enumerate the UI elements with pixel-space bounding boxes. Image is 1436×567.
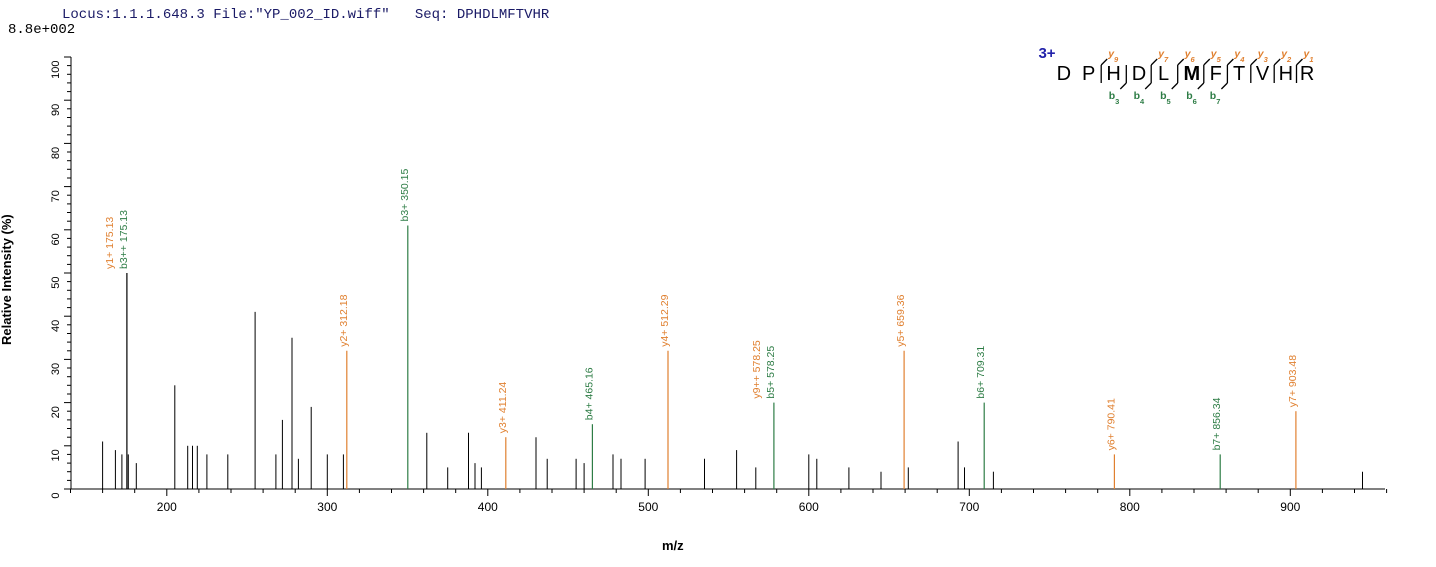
svg-text:L: L: [1158, 63, 1169, 85]
svg-text:y5: y5: [1210, 48, 1222, 64]
svg-text:b6: b6: [1186, 90, 1197, 106]
svg-text:0: 0: [50, 493, 62, 499]
svg-text:y9: y9: [1107, 48, 1119, 64]
svg-text:D: D: [1132, 63, 1146, 85]
svg-text:b5+ 578.25: b5+ 578.25: [765, 346, 777, 399]
svg-text:V: V: [1256, 63, 1270, 85]
svg-text:800: 800: [1120, 500, 1140, 514]
svg-text:y4+ 512.29: y4+ 512.29: [659, 294, 671, 346]
svg-text:10: 10: [50, 449, 62, 461]
svg-text:y1: y1: [1303, 48, 1314, 64]
svg-text:b3: b3: [1109, 90, 1120, 106]
svg-text:y7+ 903.48: y7+ 903.48: [1287, 355, 1299, 407]
svg-text:y3+ 411.24: y3+ 411.24: [497, 382, 509, 434]
svg-text:b4: b4: [1134, 90, 1145, 106]
svg-text:F: F: [1210, 63, 1222, 85]
svg-text:600: 600: [799, 500, 819, 514]
svg-text:y2+ 312.18: y2+ 312.18: [338, 294, 350, 346]
svg-text:b4+ 465.16: b4+ 465.16: [583, 367, 595, 420]
svg-text:b5: b5: [1160, 90, 1171, 106]
svg-text:y7: y7: [1157, 48, 1169, 64]
svg-text:70: 70: [50, 190, 62, 202]
svg-text:80: 80: [50, 147, 62, 159]
svg-text:b3++ 175.13: b3++ 175.13: [118, 210, 130, 269]
svg-text:30: 30: [50, 363, 62, 375]
svg-text:400: 400: [478, 500, 498, 514]
svg-text:y3: y3: [1257, 48, 1269, 64]
svg-text:R: R: [1300, 63, 1314, 85]
svg-text:60: 60: [50, 233, 62, 245]
svg-text:y6+ 790.41: y6+ 790.41: [1105, 398, 1117, 450]
svg-text:y1+ 175.13: y1+ 175.13: [104, 217, 116, 269]
svg-text:50: 50: [50, 277, 62, 289]
svg-text:900: 900: [1280, 500, 1300, 514]
svg-text:y9++ 578.25: y9++ 578.25: [751, 340, 763, 399]
svg-text:H: H: [1106, 63, 1120, 85]
svg-text:b6+ 709.31: b6+ 709.31: [975, 346, 987, 399]
svg-text:3+: 3+: [1038, 45, 1055, 62]
svg-text:b3+ 350.15: b3+ 350.15: [399, 168, 411, 221]
svg-text:y5+ 659.36: y5+ 659.36: [895, 294, 907, 346]
svg-text:200: 200: [157, 500, 177, 514]
svg-text:20: 20: [50, 406, 62, 418]
svg-text:y4: y4: [1233, 48, 1245, 64]
svg-text:M: M: [1183, 63, 1200, 85]
svg-text:y2: y2: [1280, 48, 1292, 64]
svg-text:500: 500: [638, 500, 658, 514]
svg-text:D: D: [1057, 63, 1071, 85]
svg-text:P: P: [1082, 63, 1095, 85]
svg-text:100: 100: [50, 61, 62, 79]
svg-text:300: 300: [317, 500, 337, 514]
svg-text:T: T: [1233, 63, 1245, 85]
svg-text:90: 90: [50, 104, 62, 116]
svg-text:b7: b7: [1210, 90, 1221, 106]
svg-text:40: 40: [50, 320, 62, 332]
svg-text:b7+ 856.34: b7+ 856.34: [1211, 397, 1223, 450]
svg-text:700: 700: [959, 500, 979, 514]
svg-text:H: H: [1279, 63, 1293, 85]
svg-text:y6: y6: [1184, 48, 1196, 64]
